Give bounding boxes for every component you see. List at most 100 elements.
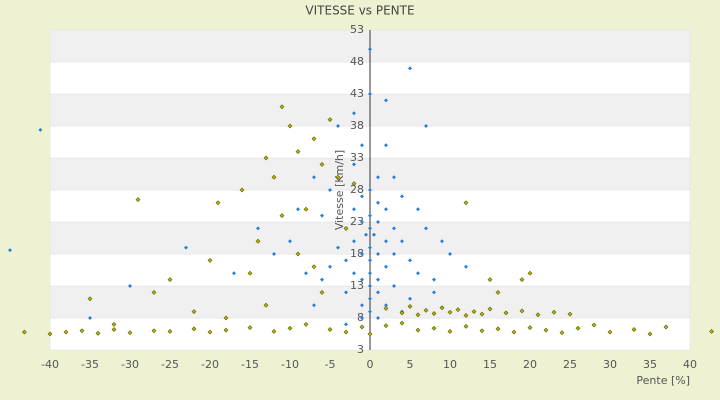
- scatter-point: [304, 271, 308, 276]
- scatter-point: [167, 329, 173, 334]
- scatter-point: [384, 207, 388, 212]
- scatter-point: [360, 252, 364, 256]
- scatter-point: [151, 289, 157, 295]
- scatter-point: [247, 325, 253, 331]
- x-tick-label: 5: [407, 358, 414, 371]
- scatter-point: [487, 277, 493, 283]
- x-tick-label: -25: [161, 358, 179, 371]
- scatter-point: [335, 174, 341, 180]
- scatter-point: [567, 311, 573, 317]
- scatter-point: [344, 290, 348, 295]
- scatter-point: [384, 143, 388, 148]
- scatter-point: [408, 66, 412, 71]
- scatter-point: [279, 213, 285, 219]
- scatter-point: [463, 200, 469, 206]
- scatter-point: [336, 124, 340, 128]
- scatter-point: [607, 329, 613, 335]
- scatter-point: [376, 252, 380, 256]
- scatter-point: [360, 316, 364, 320]
- scatter-point: [128, 284, 132, 288]
- scatter-point: [207, 329, 213, 335]
- scatter-point: [527, 270, 533, 276]
- scatter-point: [287, 325, 293, 331]
- scatter-point: [295, 149, 301, 155]
- scatter-point: [408, 258, 412, 263]
- scatter-point: [111, 327, 117, 332]
- y-tick-label: 33: [350, 151, 364, 164]
- scatter-point: [351, 181, 357, 187]
- scatter-point: [368, 309, 372, 314]
- scatter-point: [399, 310, 405, 316]
- scatter-point: [535, 312, 541, 318]
- y-tick-label: 43: [350, 87, 364, 100]
- scatter-point: [303, 321, 309, 327]
- scatter-point: [215, 200, 221, 206]
- y-tick-label: 53: [350, 23, 364, 36]
- scatter-point: [87, 296, 93, 302]
- scatter-point: [184, 245, 188, 250]
- scatter-point: [368, 271, 372, 276]
- scatter-point: [311, 264, 317, 270]
- scatter-point: [383, 323, 389, 329]
- scatter-point: [352, 162, 356, 167]
- scatter-point: [344, 322, 348, 327]
- scatter-point: [360, 194, 364, 199]
- scatter-point: [47, 331, 53, 337]
- scatter-point: [344, 258, 348, 263]
- scatter-point: [256, 226, 260, 231]
- scatter-point: [415, 327, 421, 333]
- scatter-point: [79, 328, 85, 334]
- y-tick-label: 13: [350, 279, 364, 292]
- scatter-point: [447, 309, 453, 315]
- scatter-point: [352, 207, 356, 212]
- scatter-point: [368, 226, 372, 231]
- y-tick-label: 48: [350, 55, 364, 68]
- scatter-point: [232, 271, 236, 276]
- scatter-point: [352, 271, 356, 276]
- scatter-point: [495, 289, 501, 295]
- scatter-point: [368, 47, 372, 52]
- scatter-point: [368, 296, 372, 301]
- scatter-point: [479, 311, 485, 317]
- scatter-point: [360, 277, 364, 282]
- scatter-point: [88, 316, 92, 320]
- scatter-point: [360, 143, 364, 148]
- scatter-point: [127, 330, 133, 336]
- scatter-point: [368, 213, 372, 218]
- scatter-point: [424, 124, 428, 128]
- scatter-point: [631, 327, 637, 332]
- scatter-point: [255, 238, 261, 244]
- scatter-point: [343, 225, 349, 231]
- scatter-point: [423, 307, 429, 313]
- y-tick-label: 18: [350, 247, 364, 260]
- scatter-point: [287, 123, 293, 129]
- scatter-point: [239, 187, 245, 193]
- scatter-point: [327, 327, 333, 332]
- scatter-point: [368, 284, 372, 288]
- scatter-point: [312, 175, 316, 180]
- scatter-point: [392, 252, 396, 256]
- scatter-point: [319, 161, 325, 167]
- scatter-point: [247, 270, 253, 276]
- x-tick-label: 30: [603, 358, 617, 371]
- scatter-point: [455, 307, 461, 313]
- x-tick-label: 20: [523, 358, 537, 371]
- x-tick-label: 10: [443, 358, 457, 371]
- scatter-point: [400, 194, 404, 199]
- scatter-point: [448, 252, 452, 256]
- scatter-point: [384, 98, 388, 103]
- scatter-point: [400, 239, 404, 244]
- x-tick-label: -35: [81, 358, 99, 371]
- x-tick-label: -20: [201, 358, 219, 371]
- scatter-point: [271, 174, 277, 180]
- scatter-point: [384, 264, 388, 269]
- scatter-point: [527, 325, 533, 331]
- scatter-point: [551, 309, 557, 315]
- y-tick-label: 28: [350, 183, 364, 196]
- scatter-point: [709, 329, 715, 334]
- scatter-point: [320, 213, 324, 218]
- scatter-point: [328, 264, 332, 269]
- scatter-point: [463, 323, 469, 329]
- scatter-point: [495, 326, 501, 332]
